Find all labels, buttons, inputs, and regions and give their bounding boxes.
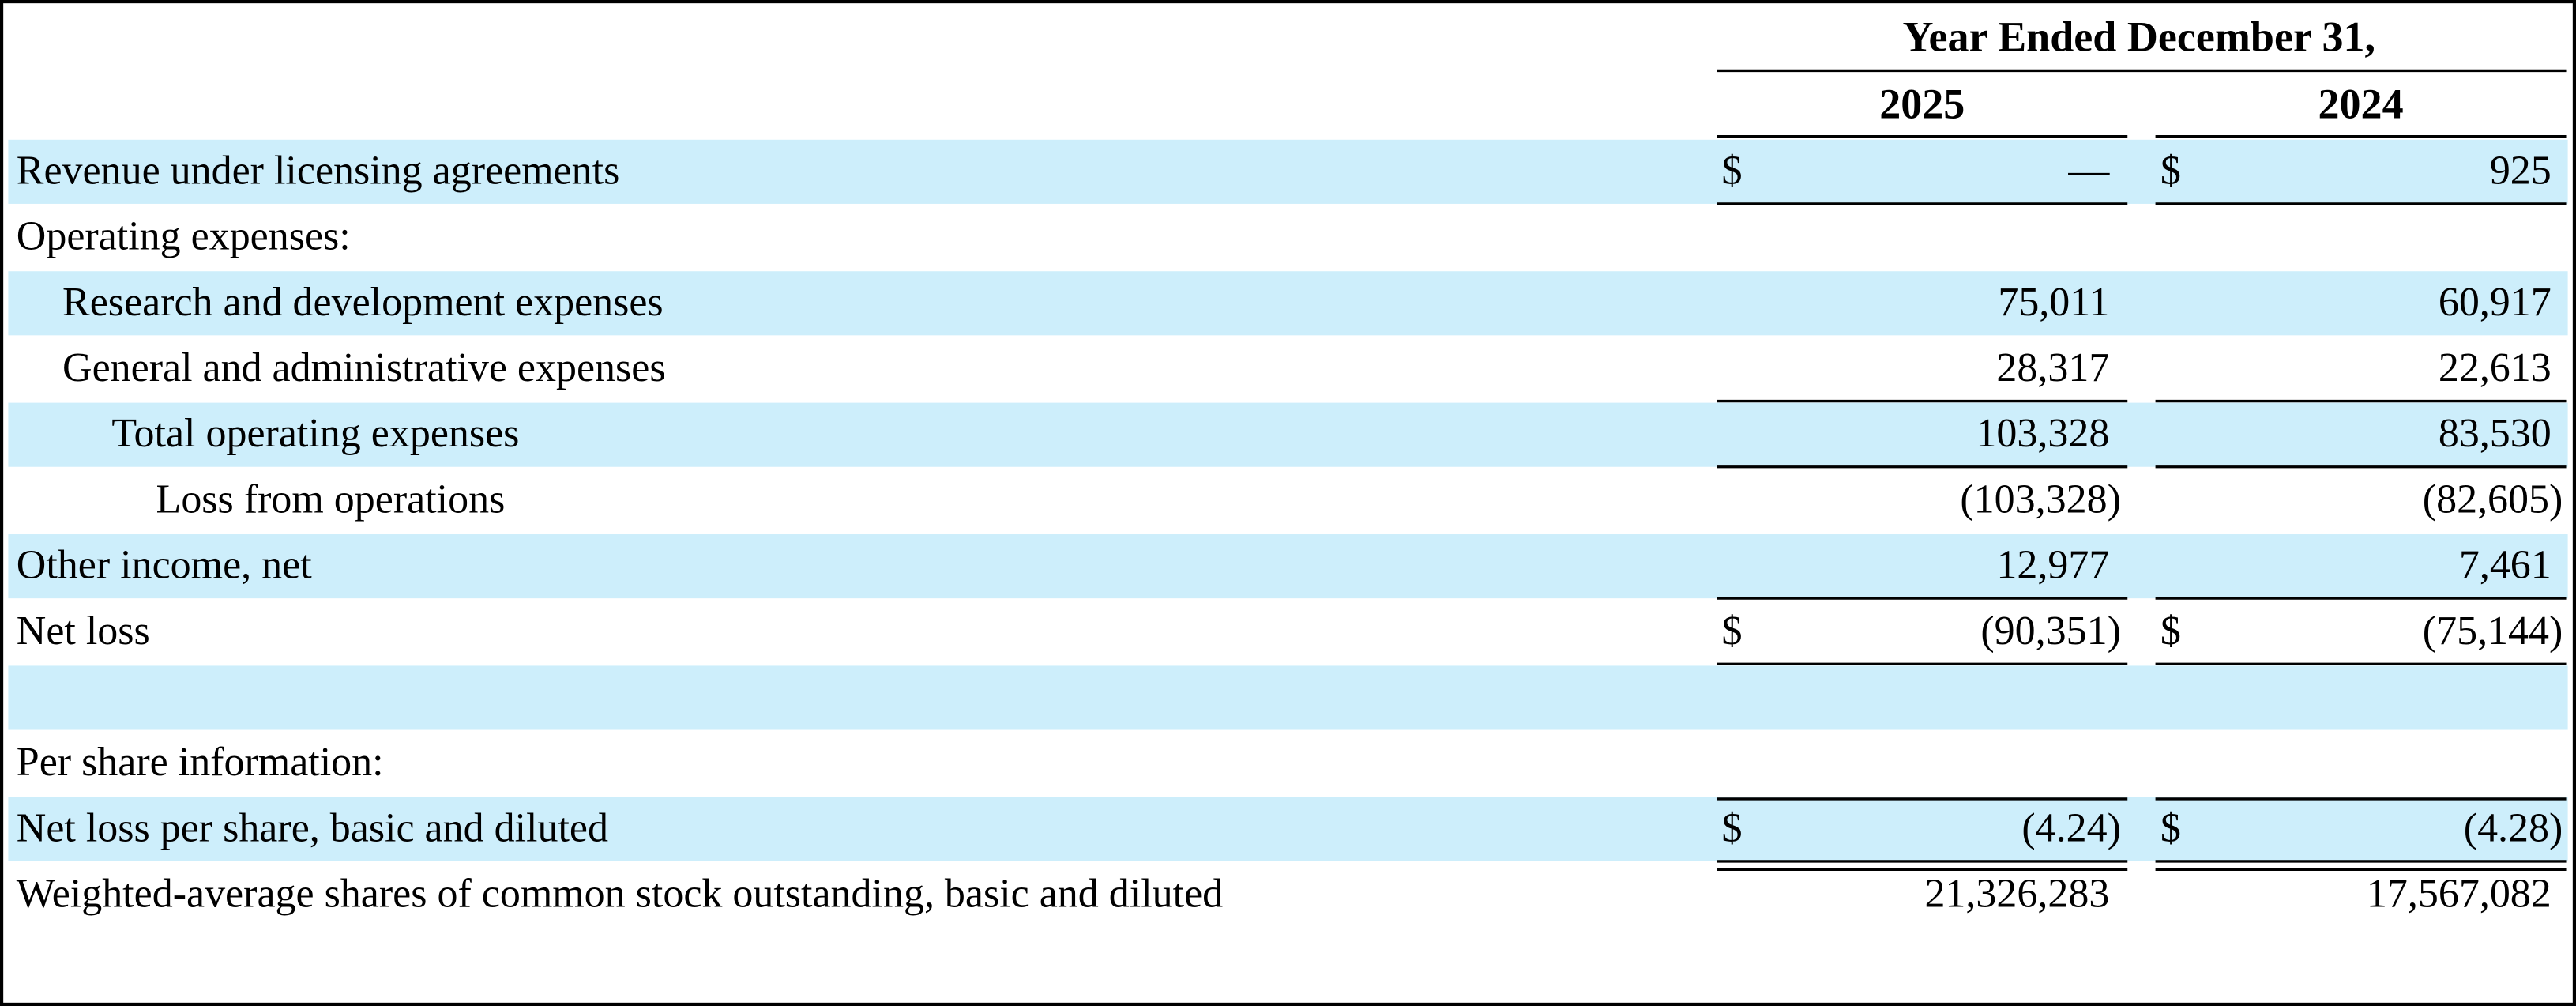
currency-symbol: $ — [1722, 148, 1743, 193]
row-label: Revenue under licensing agreements — [17, 148, 620, 193]
cell-value: 925 — [2490, 148, 2552, 193]
currency-symbol: $ — [2160, 148, 2181, 193]
row-label: Operating expenses: — [17, 214, 351, 259]
currency-symbol: $ — [1722, 805, 1743, 850]
row-shading — [8, 139, 2568, 861]
row-label: Other income, net — [17, 543, 312, 588]
cell-value: (103,328) — [1960, 477, 2121, 522]
row-label: Loss from operations — [156, 477, 506, 522]
cell-value: 7,461 — [2459, 543, 2552, 588]
row-label: General and administrative expenses — [62, 345, 666, 390]
currency-symbol: $ — [2160, 608, 2181, 654]
cell-value: — — [2067, 148, 2110, 193]
cell-value: 103,328 — [1976, 411, 2109, 456]
cell-value: 28,317 — [1996, 345, 2109, 390]
cell-value: (75,144) — [2423, 608, 2563, 654]
row-label: Weighted-average shares of common stock … — [17, 872, 1223, 917]
cell-value: 83,530 — [2439, 411, 2552, 456]
row-label: Per share information: — [17, 740, 384, 785]
currency-symbol: $ — [1722, 608, 1743, 654]
row-label: Research and development expenses — [62, 280, 664, 325]
cell-value: 17,567,082 — [2367, 872, 2552, 917]
cell-value: 75,011 — [1998, 280, 2109, 325]
cell-value: (82,605) — [2423, 477, 2563, 522]
column-header: 2024 — [2318, 81, 2403, 128]
currency-symbol: $ — [2160, 805, 2181, 850]
cell-value: (4.24) — [2021, 805, 2121, 850]
row-label: Total operating expenses — [111, 411, 519, 456]
cell-value: 21,326,283 — [1924, 872, 2109, 917]
cell-value: (90,351) — [1980, 608, 2121, 654]
cell-value: (4.28) — [2464, 805, 2563, 850]
cell-value: 12,977 — [1996, 543, 2109, 588]
column-header: 2025 — [1879, 81, 1965, 128]
cell-value: 60,917 — [2439, 280, 2552, 325]
row-label: Net loss per share, basic and diluted — [17, 805, 608, 850]
cell-value: 22,613 — [2439, 345, 2552, 390]
row-label: Net loss — [17, 608, 150, 654]
period-header: Year Ended December 31, — [1903, 13, 2376, 60]
